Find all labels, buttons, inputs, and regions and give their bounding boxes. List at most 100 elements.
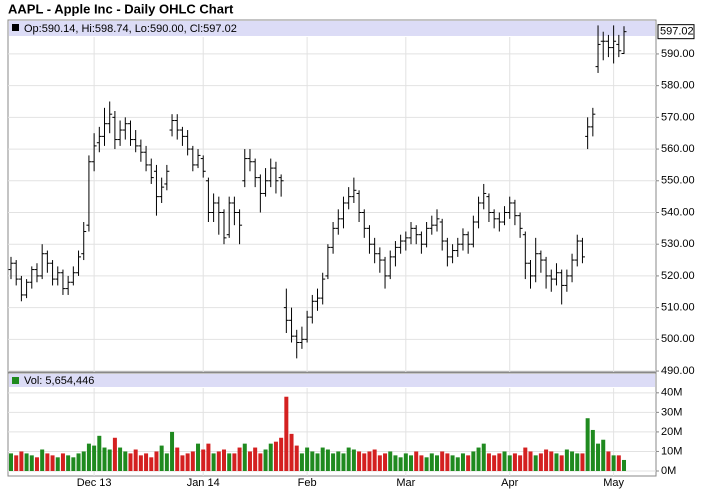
volume-bar (414, 451, 419, 471)
volume-bar (185, 453, 190, 471)
volume-tick-label: 0M (661, 465, 676, 477)
volume-label: Vol: 5,654,446 (24, 375, 94, 387)
volume-bar (320, 447, 325, 471)
volume-bar (606, 451, 611, 471)
volume-bar (554, 453, 559, 471)
volume-bar (434, 455, 439, 471)
volume-bar (97, 435, 102, 471)
volume-bar (357, 451, 362, 471)
volume-bar (216, 451, 221, 471)
volume-bar (528, 451, 533, 471)
y-tick-label: 520.00 (661, 270, 695, 282)
volume-bar (512, 453, 517, 471)
volume-bar (466, 455, 471, 471)
volume-bar (201, 449, 206, 471)
volume-bar (336, 451, 341, 471)
volume-bar (362, 453, 367, 471)
x-tick-label: Jan 14 (187, 477, 220, 489)
volume-bar (523, 447, 528, 471)
volume-bar (325, 449, 330, 471)
volume-bar (398, 457, 403, 471)
volume-bar (460, 453, 465, 471)
y-tick-label: 580.00 (661, 80, 695, 92)
volume-bar (518, 455, 523, 471)
volume-bar (175, 447, 180, 471)
volume-bar (9, 453, 13, 471)
volume-bar (112, 437, 117, 471)
y-tick-label: 510.00 (661, 302, 695, 314)
volume-bar (351, 449, 356, 471)
volume-bar (440, 451, 445, 471)
volume-bar (497, 453, 502, 471)
volume-bar (564, 449, 569, 471)
info-band (9, 21, 655, 36)
volume-bar (253, 447, 258, 471)
y-tick-label: 570.00 (661, 111, 695, 123)
volume-bar (71, 457, 76, 471)
volume-bar (580, 453, 585, 471)
info-text: Op:590.14, Hi:598.74, Lo:590.00, Cl:597.… (24, 23, 237, 35)
volume-bar (40, 449, 45, 471)
volume-bar (575, 453, 580, 471)
volume-bar (315, 453, 320, 471)
volume-bar (409, 455, 414, 471)
x-tick-label: May (603, 477, 624, 489)
y-tick-label: 490.00 (661, 365, 695, 377)
y-tick-label: 540.00 (661, 206, 695, 218)
volume-bar (622, 459, 627, 471)
volume-bar (24, 453, 29, 471)
volume-bar (481, 443, 486, 471)
last-price-label: 597.02 (660, 26, 694, 38)
x-tick-label: Dec 13 (77, 477, 112, 489)
volume-bar (305, 447, 310, 471)
volume-bar (19, 451, 24, 471)
volume-bar (247, 451, 252, 471)
volume-bar (279, 437, 284, 471)
volume-bar (455, 457, 460, 471)
volume-bar (538, 453, 543, 471)
volume-bar (445, 453, 450, 471)
volume-bar (393, 455, 398, 471)
info-icon (12, 24, 19, 31)
volume-bar (81, 451, 86, 471)
volume-bar (14, 455, 19, 471)
volume-tick-label: 10M (661, 445, 682, 457)
y-tick-label: 550.00 (661, 175, 695, 187)
volume-bar (476, 447, 481, 471)
volume-bar (237, 447, 242, 471)
volume-icon (12, 377, 19, 384)
volume-bar (331, 453, 336, 471)
volume-bar (102, 447, 107, 471)
volume-tick-label: 20M (661, 426, 682, 438)
volume-bar (227, 453, 232, 471)
volume-bar (232, 453, 237, 471)
volume-bar (383, 453, 388, 471)
volume-bar (596, 443, 601, 471)
volume-bar (118, 447, 123, 471)
volume-bar (242, 443, 247, 471)
volume-bar (128, 453, 133, 471)
volume-bar (164, 453, 169, 471)
volume-bar (170, 431, 175, 471)
volume-bar (34, 457, 39, 471)
x-tick-label: Apr (501, 477, 518, 489)
volume-bar (403, 453, 408, 471)
volume-bar (55, 457, 60, 471)
volume-bar (86, 443, 91, 471)
price-panel (7, 19, 657, 373)
volume-bar (310, 451, 315, 471)
y-tick-label: 500.00 (661, 333, 695, 345)
y-tick-label: 560.00 (661, 143, 695, 155)
volume-bar (492, 455, 497, 471)
volume-bar (289, 433, 294, 471)
volume-bar (258, 453, 263, 471)
volume-bar (367, 451, 372, 471)
volume-bar (424, 457, 429, 471)
chart-title: AAPL - Apple Inc - Daily OHLC Chart (8, 1, 234, 16)
volume-bar (268, 443, 273, 471)
volume-bar (190, 451, 195, 471)
volume-bar (133, 449, 138, 471)
volume-bar (419, 455, 424, 471)
volume-bar (486, 453, 491, 471)
